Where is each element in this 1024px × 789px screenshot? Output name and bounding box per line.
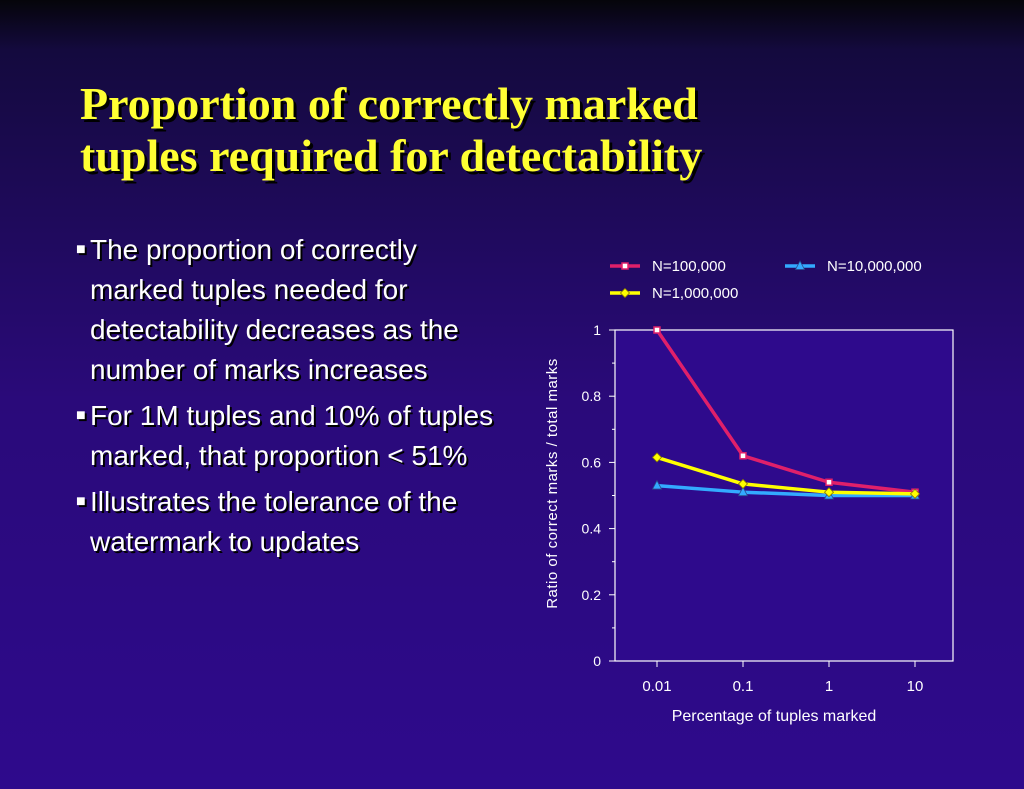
square-bullet-icon: ■: [76, 407, 86, 424]
series-line: [656, 455, 916, 496]
square-bullet-icon: ■: [76, 241, 86, 258]
y-tick-label: 1: [593, 322, 601, 338]
data-point: [823, 487, 835, 498]
x-tick-label: 10: [907, 678, 924, 695]
legend-entry: N=10,000,000: [785, 258, 922, 275]
x-tick-label: 1: [825, 678, 833, 695]
data-point: [737, 486, 749, 497]
data-point: [737, 478, 749, 489]
data-point: [909, 488, 921, 499]
bullet-item: ■ The proportion of correctly marked tup…: [74, 230, 514, 390]
square-bullet-icon: ■: [76, 493, 86, 510]
data-point: [825, 478, 833, 487]
data-point: [621, 262, 629, 270]
bullet-text: For 1M tuples and 10% of tuples marked, …: [90, 400, 494, 471]
series-line: [656, 483, 915, 498]
bullet-item: ■ For 1M tuples and 10% of tuples marked…: [74, 396, 514, 476]
y-tick-label: 0.4: [582, 521, 602, 537]
chart-legend: N=100,000 N=10,000,000 N=1,000,000: [610, 258, 922, 302]
legend-label: N=10,000,000: [827, 258, 922, 275]
x-axis-label: Percentage of tuples marked: [672, 708, 877, 725]
data-point: [739, 452, 747, 460]
bullet-list: ■ The proportion of correctly marked tup…: [74, 230, 514, 568]
title-line-1: Proportion of correctly marked: [80, 78, 698, 129]
y-tick-label: 0: [593, 653, 601, 669]
legend-entry: N=1,000,000: [610, 285, 738, 302]
data-point: [651, 452, 663, 463]
bullet-text: The proportion of correctly marked tuple…: [90, 234, 459, 385]
legend-label: N=1,000,000: [652, 285, 738, 302]
line-chart: N=100,000 N=10,000,000 N=1,000,000 0 0.2 0.4…: [544, 258, 954, 725]
bullet-text: Illustrates the tolerance of the waterma…: [90, 486, 458, 557]
data-point: [794, 260, 806, 270]
data-point: [619, 287, 631, 299]
y-axis-label: Ratio of correct marks / total marks: [544, 358, 561, 609]
y-tick-label: 0.2: [582, 587, 602, 603]
bullet-item: ■ Illustrates the tolerance of the water…: [74, 482, 514, 562]
series-N=1,000,000: [651, 452, 921, 499]
legend-entry: N=100,000: [610, 258, 726, 275]
x-tick-label: 0.01: [642, 678, 671, 695]
y-tick-label: 0.8: [582, 388, 602, 404]
series-line: [655, 329, 916, 494]
title-line-2: tuples required for detectability: [80, 130, 703, 181]
data-point: [653, 326, 661, 334]
x-tick-label: 0.1: [733, 678, 754, 695]
data-point: [651, 479, 663, 490]
legend-label: N=100,000: [652, 258, 726, 275]
slide-title: Proportion of correctly marked tuples re…: [80, 78, 980, 182]
y-tick-label: 0.6: [582, 454, 602, 470]
